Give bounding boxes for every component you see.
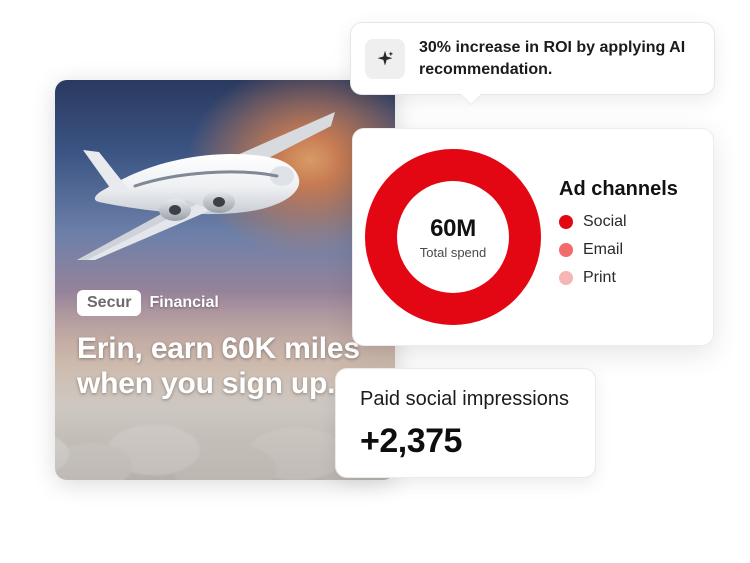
legend-item-email: Email [559, 241, 678, 259]
impressions-card: Paid social impressions +2,375 [335, 368, 596, 478]
hero-headline: Erin, earn 60K miles when you sign up. [77, 332, 365, 401]
brand-chip: Secur Financial [77, 290, 219, 316]
brand-subtext: Financial [149, 294, 218, 312]
ad-channels-card: 60M Total spend Ad channels Social Email… [352, 128, 714, 346]
legend-label-email: Email [583, 241, 623, 259]
donut-total-label: Total spend [420, 245, 487, 260]
canvas: Secur Financial Erin, earn 60K miles whe… [0, 0, 750, 563]
donut-total-value: 60M [430, 215, 476, 243]
ad-channels-legend: Ad channels Social Email Print [559, 178, 678, 297]
brand-pill: Secur [77, 290, 141, 316]
legend-swatch-email [559, 243, 573, 257]
airplane-illustration [77, 92, 337, 262]
donut-center: 60M Total spend [397, 181, 509, 293]
ai-tip-text: 30% increase in ROI by applying AI recom… [419, 37, 696, 80]
legend-item-print: Print [559, 269, 678, 287]
legend-item-social: Social [559, 213, 678, 231]
legend-swatch-print [559, 271, 573, 285]
ad-channels-title: Ad channels [559, 178, 678, 201]
legend-swatch-social [559, 215, 573, 229]
impressions-title: Paid social impressions [360, 387, 569, 412]
legend-label-print: Print [583, 269, 616, 287]
impressions-value: +2,375 [360, 422, 569, 461]
legend-label-social: Social [583, 213, 627, 231]
ai-tip-callout: 30% increase in ROI by applying AI recom… [350, 22, 715, 95]
sparkle-icon [365, 39, 405, 79]
donut-chart: 60M Total spend [365, 149, 541, 325]
